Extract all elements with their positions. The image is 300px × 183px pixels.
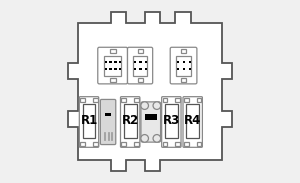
Bar bbox=[181, 78, 186, 82]
Bar bbox=[119, 68, 121, 70]
Bar bbox=[176, 61, 179, 63]
Bar bbox=[133, 55, 147, 76]
Bar bbox=[80, 98, 85, 102]
Bar bbox=[163, 98, 167, 102]
Text: R4: R4 bbox=[184, 114, 201, 127]
Bar bbox=[186, 104, 199, 138]
Bar bbox=[183, 61, 185, 63]
Bar bbox=[139, 61, 142, 63]
Bar bbox=[176, 76, 183, 82]
Bar bbox=[141, 49, 147, 55]
FancyBboxPatch shape bbox=[98, 47, 127, 84]
Bar bbox=[165, 104, 178, 138]
Bar bbox=[145, 61, 147, 63]
Bar bbox=[82, 104, 95, 138]
Bar bbox=[105, 113, 111, 116]
Bar bbox=[113, 49, 122, 55]
Bar bbox=[196, 98, 202, 102]
Bar bbox=[104, 49, 112, 55]
Bar bbox=[93, 141, 98, 146]
Bar bbox=[189, 61, 191, 63]
Bar bbox=[176, 68, 179, 70]
Bar bbox=[107, 132, 109, 140]
Bar bbox=[119, 61, 121, 63]
FancyBboxPatch shape bbox=[141, 102, 161, 142]
Bar bbox=[189, 68, 191, 70]
Circle shape bbox=[141, 102, 148, 109]
Bar bbox=[133, 49, 140, 55]
Bar bbox=[110, 78, 116, 82]
Bar bbox=[134, 141, 139, 146]
Bar bbox=[175, 141, 180, 146]
Bar bbox=[113, 76, 122, 82]
Bar bbox=[184, 98, 189, 102]
Circle shape bbox=[141, 135, 148, 142]
Bar bbox=[111, 132, 112, 140]
Bar bbox=[105, 61, 107, 63]
Polygon shape bbox=[68, 12, 232, 171]
Bar bbox=[196, 141, 202, 146]
FancyBboxPatch shape bbox=[128, 47, 153, 84]
Bar bbox=[163, 141, 167, 146]
Bar bbox=[124, 104, 137, 138]
Bar bbox=[181, 49, 186, 53]
FancyBboxPatch shape bbox=[162, 97, 181, 147]
Bar bbox=[110, 49, 116, 53]
Bar bbox=[134, 68, 136, 70]
Bar bbox=[122, 98, 126, 102]
FancyBboxPatch shape bbox=[170, 47, 197, 84]
Bar bbox=[134, 61, 136, 63]
Text: R2: R2 bbox=[122, 114, 139, 127]
Bar bbox=[141, 76, 147, 82]
Bar bbox=[133, 76, 140, 82]
Bar bbox=[139, 68, 142, 70]
Bar bbox=[104, 55, 121, 76]
Bar bbox=[175, 98, 180, 102]
Bar bbox=[110, 68, 112, 70]
Bar bbox=[184, 141, 189, 146]
Text: R1: R1 bbox=[80, 114, 98, 127]
Circle shape bbox=[153, 135, 161, 142]
Bar bbox=[184, 49, 191, 55]
Bar bbox=[122, 141, 126, 146]
Bar bbox=[138, 49, 142, 53]
FancyBboxPatch shape bbox=[79, 97, 99, 147]
Bar bbox=[134, 98, 139, 102]
Bar bbox=[104, 132, 105, 140]
Bar bbox=[183, 68, 185, 70]
Bar bbox=[110, 61, 112, 63]
Bar bbox=[176, 49, 183, 55]
Bar bbox=[104, 76, 112, 82]
Bar bbox=[145, 114, 157, 120]
FancyBboxPatch shape bbox=[121, 97, 140, 147]
Bar bbox=[184, 76, 191, 82]
FancyBboxPatch shape bbox=[100, 99, 116, 145]
Bar bbox=[105, 68, 107, 70]
Circle shape bbox=[153, 102, 161, 109]
Bar bbox=[176, 55, 191, 76]
Text: R3: R3 bbox=[163, 114, 180, 127]
FancyBboxPatch shape bbox=[183, 97, 203, 147]
Bar bbox=[80, 141, 85, 146]
Bar bbox=[93, 98, 98, 102]
Bar bbox=[145, 68, 147, 70]
Bar bbox=[138, 78, 142, 82]
Bar bbox=[114, 68, 116, 70]
Bar bbox=[114, 61, 116, 63]
